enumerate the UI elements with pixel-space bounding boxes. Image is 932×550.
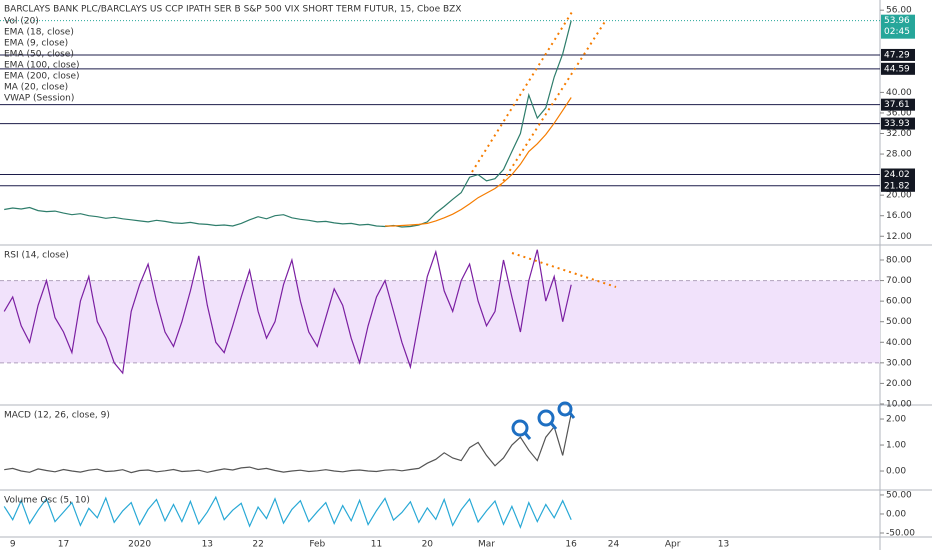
indicator-label: EMA (9, close) [4, 39, 68, 49]
indicator-label: Vol (20) [4, 17, 39, 27]
x-tick-label: Mar [478, 540, 495, 550]
magnifier [537, 409, 555, 427]
x-tick-label: 9 [10, 540, 16, 550]
indicator-label: EMA (100, close) [4, 61, 80, 71]
series-line [385, 97, 572, 227]
y-tick-label: 50.00 [886, 490, 912, 500]
indicator-label: EMA (18, close) [4, 28, 74, 38]
y-tick-label: 10.00 [886, 399, 912, 409]
series-line [4, 20, 572, 228]
level-label-box [881, 179, 915, 192]
level-label: 33.93 [884, 119, 910, 129]
level-label-box [881, 48, 915, 61]
indicator-label: VWAP (Session) [4, 94, 74, 104]
countdown: 02:45 [884, 27, 910, 37]
y-tick-label: 40.00 [886, 338, 912, 348]
y-tick-label: 30.00 [886, 358, 912, 368]
panel-title: RSI (14, close) [4, 251, 69, 261]
last-price-box [881, 14, 915, 39]
y-tick-label: 0.00 [886, 467, 906, 477]
magnifier-annotations [511, 401, 576, 440]
magnifier [523, 432, 532, 440]
y-tick-label: 1.00 [886, 441, 906, 451]
last-price-label: 53.96 [884, 16, 910, 26]
y-tick-label: 36.00 [886, 108, 912, 118]
x-tick-label: 13 [718, 540, 729, 550]
magnifier [557, 401, 573, 417]
y-tick-label: 20.00 [886, 191, 912, 201]
level-label-box [881, 98, 915, 111]
x-tick-label: 20 [422, 540, 434, 550]
y-tick-label: 40.00 [886, 88, 912, 98]
x-tick-label: 2020 [128, 540, 151, 550]
panel-title: BARCLAYS BANK PLC/BARCLAYS US CCP IPATH … [4, 5, 461, 15]
y-tick-label: 60.00 [886, 297, 912, 307]
series-line [4, 413, 572, 474]
level-label-box [881, 117, 915, 130]
y-tick-label: 50.00 [886, 317, 912, 327]
x-tick-label: Apr [665, 540, 681, 550]
series-line [3, 249, 572, 375]
y-tick-label: -50.00 [886, 529, 915, 539]
magnifier [549, 422, 558, 430]
y-tick-label: 20.00 [886, 379, 912, 389]
indicator-label: MA (20, close) [4, 83, 68, 93]
level-label: 37.61 [884, 100, 910, 110]
y-tick-label: 2.00 [886, 415, 906, 425]
y-tick-label: 56.00 [886, 6, 912, 16]
indicator-label: EMA (50, close) [4, 50, 74, 60]
y-tick-label: 0.00 [886, 509, 906, 519]
trend-line [471, 11, 573, 173]
level-label: 24.02 [884, 170, 910, 180]
magnifier [511, 419, 529, 437]
y-tick-label: 70.00 [886, 276, 912, 286]
x-tick-label: Feb [309, 540, 325, 550]
level-label-box [881, 62, 915, 75]
level-label: 44.59 [884, 64, 910, 74]
x-tick-label: 16 [565, 540, 577, 550]
indicator-label: EMA (200, close) [4, 72, 80, 82]
plot: 56.00 40.00 36.00 32.00 28.00 20.00 16.00 12.00… [0, 5, 915, 550]
panel-title: Volume Osc (5, 10) [4, 496, 90, 506]
x-tick-label: 11 [371, 540, 382, 550]
y-tick-label: 12.00 [886, 232, 912, 242]
x-tick-label: 22 [252, 540, 263, 550]
rsi-band [0, 280, 880, 363]
magnifier [568, 412, 576, 419]
level-label: 47.29 [884, 50, 910, 60]
y-tick-label: 32.00 [886, 129, 912, 139]
level-label-box [881, 168, 915, 181]
x-tick-label: 17 [58, 540, 69, 550]
level-label: 21.82 [884, 181, 910, 191]
y-tick-label: 28.00 [886, 150, 912, 160]
y-tick-label: 80.00 [886, 256, 912, 266]
trend-line [511, 252, 617, 288]
x-tick-label: 13 [202, 540, 213, 550]
series-line [3, 495, 572, 530]
y-tick-label: 16.00 [886, 211, 912, 221]
x-tick-label: 24 [608, 540, 620, 550]
trend-lines [471, 11, 617, 288]
panel-title: MACD (12, 26, close, 9) [4, 411, 110, 421]
